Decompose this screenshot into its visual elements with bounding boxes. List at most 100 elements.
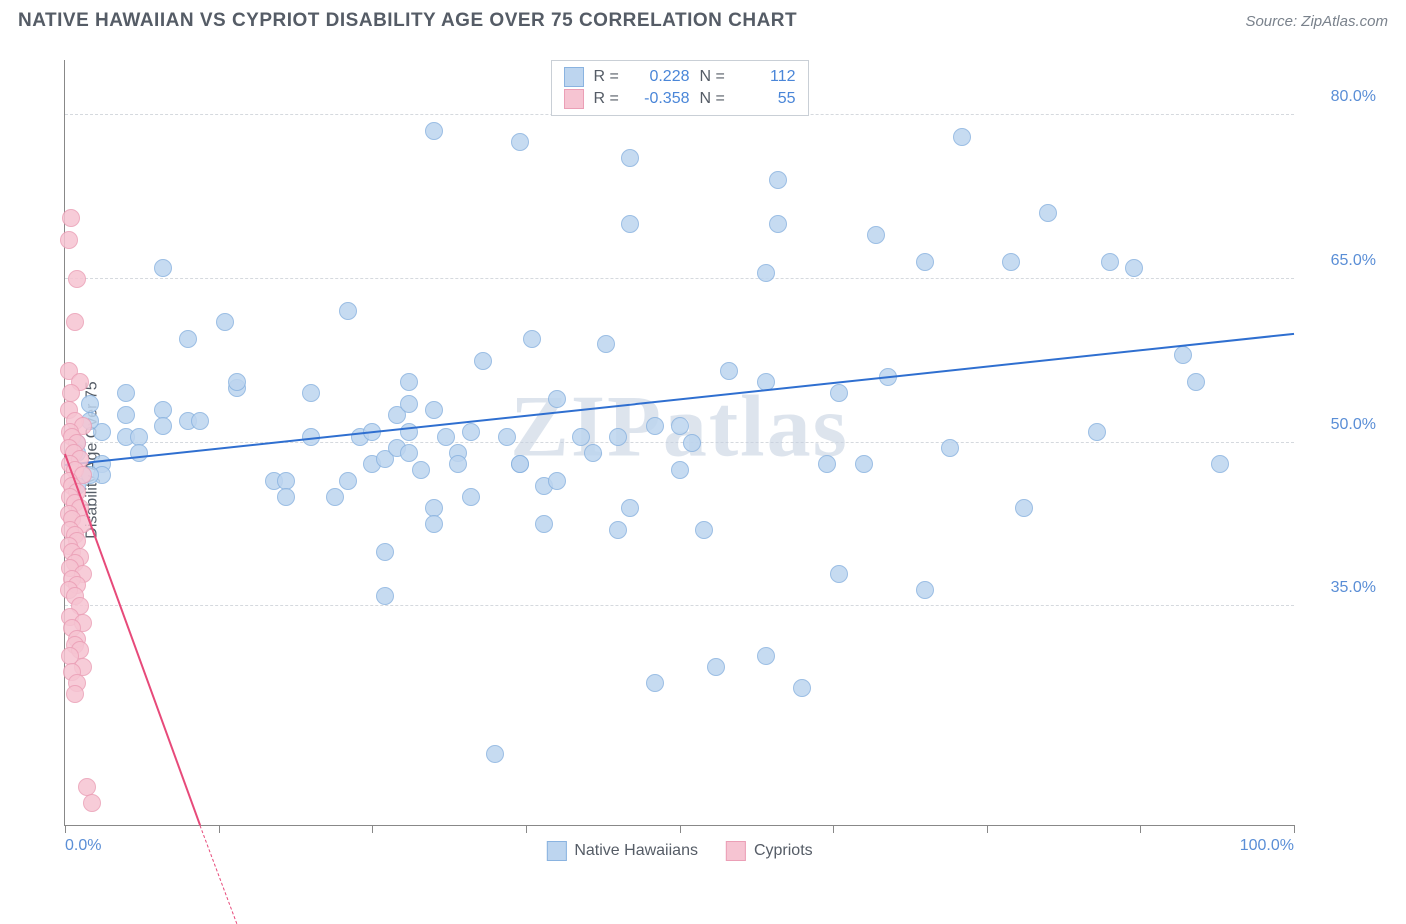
data-point [68, 270, 86, 288]
data-point [339, 472, 357, 490]
data-point [1211, 455, 1229, 473]
data-point [548, 390, 566, 408]
data-point [769, 215, 787, 233]
gridline [65, 442, 1294, 443]
data-point [757, 264, 775, 282]
data-point [78, 778, 96, 796]
data-point [81, 395, 99, 413]
data-point [425, 499, 443, 517]
data-point [1187, 373, 1205, 391]
y-tick-label: 80.0% [1306, 88, 1376, 106]
data-point [277, 488, 295, 506]
data-point [302, 384, 320, 402]
data-point [1125, 259, 1143, 277]
data-point [867, 226, 885, 244]
data-point [339, 302, 357, 320]
data-point [474, 352, 492, 370]
legend-r-label: R = [594, 90, 624, 108]
y-tick-label: 35.0% [1306, 579, 1376, 597]
data-point [646, 417, 664, 435]
data-point [117, 406, 135, 424]
data-point [523, 330, 541, 348]
x-tick [526, 825, 527, 833]
data-point [425, 122, 443, 140]
legend-n-value: 55 [740, 90, 796, 108]
chart-title: NATIVE HAWAIIAN VS CYPRIOT DISABILITY AG… [18, 10, 797, 32]
x-tick [65, 825, 66, 833]
data-point [609, 428, 627, 446]
data-point [757, 647, 775, 665]
data-point [1174, 346, 1192, 364]
data-point [62, 209, 80, 227]
data-point [425, 515, 443, 533]
y-tick-label: 50.0% [1306, 416, 1376, 434]
legend-series: Native Hawaiians Cypriots [546, 841, 812, 861]
data-point [412, 461, 430, 479]
legend-n-label: N = [700, 90, 730, 108]
data-point [326, 488, 344, 506]
trend-line [65, 333, 1294, 466]
data-point [621, 499, 639, 517]
data-point [117, 384, 135, 402]
data-point [66, 685, 84, 703]
legend-swatch [564, 89, 584, 109]
x-tick [372, 825, 373, 833]
trend-line [200, 825, 238, 924]
data-point [916, 581, 934, 599]
data-point [769, 171, 787, 189]
data-point [548, 472, 566, 490]
data-point [695, 521, 713, 539]
legend-row: R =0.228N =112 [564, 66, 796, 88]
legend-n-value: 112 [740, 68, 796, 86]
data-point [60, 231, 78, 249]
legend-label: Cypriots [754, 842, 813, 860]
data-point [609, 521, 627, 539]
data-point [449, 455, 467, 473]
data-point [671, 461, 689, 479]
data-point [498, 428, 516, 446]
data-point [1039, 204, 1057, 222]
data-point [130, 428, 148, 446]
source-label: Source: ZipAtlas.com [1245, 13, 1388, 30]
x-tick [1140, 825, 1141, 833]
legend-swatch [564, 67, 584, 87]
data-point [376, 543, 394, 561]
data-point [154, 417, 172, 435]
data-point [855, 455, 873, 473]
data-point [462, 488, 480, 506]
header: NATIVE HAWAIIAN VS CYPRIOT DISABILITY AG… [0, 0, 1406, 38]
data-point [154, 401, 172, 419]
data-point [683, 434, 701, 452]
data-point [621, 215, 639, 233]
data-point [277, 472, 295, 490]
data-point [535, 515, 553, 533]
data-point [621, 149, 639, 167]
data-point [916, 253, 934, 271]
data-point [62, 384, 80, 402]
data-point [130, 444, 148, 462]
legend-swatch [726, 841, 746, 861]
data-point [1002, 253, 1020, 271]
data-point [154, 259, 172, 277]
data-point [486, 745, 504, 763]
legend-r-label: R = [594, 68, 624, 86]
data-point [228, 373, 246, 391]
data-point [437, 428, 455, 446]
legend-label: Native Hawaiians [574, 842, 698, 860]
data-point [425, 401, 443, 419]
data-point [597, 335, 615, 353]
data-point [646, 674, 664, 692]
data-point [400, 423, 418, 441]
legend-n-label: N = [700, 68, 730, 86]
legend-item: Native Hawaiians [546, 841, 698, 861]
data-point [572, 428, 590, 446]
data-point [511, 133, 529, 151]
x-tick [219, 825, 220, 833]
legend-row: R =-0.358N =55 [564, 88, 796, 110]
gridline [65, 278, 1294, 279]
data-point [671, 417, 689, 435]
x-tick [1294, 825, 1295, 833]
data-point [941, 439, 959, 457]
data-point [376, 587, 394, 605]
data-point [400, 373, 418, 391]
